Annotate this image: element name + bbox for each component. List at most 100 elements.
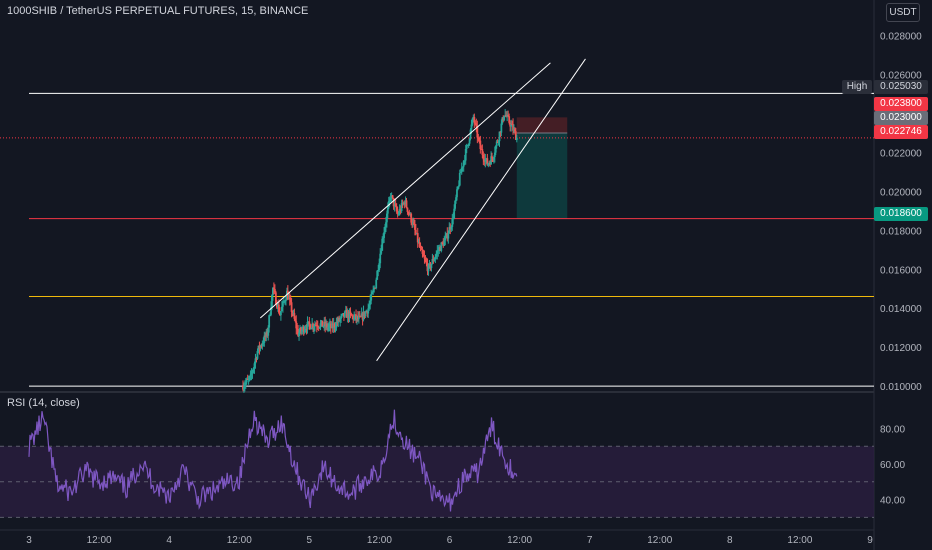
time-tick-label: 3 [26, 535, 32, 546]
candle-body [320, 320, 323, 324]
candle-body [249, 374, 252, 377]
candle-body [294, 318, 297, 322]
candle-body [292, 313, 295, 315]
candle-body [293, 313, 296, 319]
candle-body [343, 311, 346, 317]
candle-body [457, 185, 460, 187]
candle-body [259, 345, 262, 349]
candle-body [454, 200, 457, 209]
candle-body [499, 131, 502, 133]
candle-body [247, 378, 250, 380]
candle-body [300, 329, 303, 332]
candle-body [311, 323, 314, 329]
candle-body [426, 263, 429, 272]
candle-body [403, 202, 406, 205]
candle-body [291, 311, 294, 314]
candle-body [400, 203, 403, 212]
candle-body [267, 327, 270, 336]
candle-body [491, 156, 493, 159]
candle-body [362, 311, 365, 320]
candle-body [484, 159, 487, 162]
rsi-tick-label: 40.00 [880, 496, 905, 507]
candle-body [273, 288, 276, 293]
candle-body [374, 287, 377, 289]
candle-body [398, 209, 401, 214]
candle-body [474, 122, 477, 124]
candle-body [455, 197, 457, 201]
candle-body [256, 350, 259, 359]
candle-body [289, 299, 292, 303]
candle-body [406, 207, 409, 212]
candle-body [414, 224, 416, 230]
horizontal-lines[interactable] [0, 92, 874, 387]
candle-body [270, 307, 272, 315]
candle-body [365, 310, 368, 312]
candle-body [492, 158, 494, 160]
candle-body [388, 198, 391, 202]
candle-body [449, 227, 452, 230]
candle-body [329, 323, 332, 328]
candle-body [254, 358, 257, 364]
candle-body [466, 144, 469, 146]
candle-body [271, 287, 274, 296]
candle-body [417, 241, 420, 243]
candle-body [430, 264, 433, 269]
candle-body [448, 227, 451, 234]
candle-body [482, 154, 485, 160]
candle-body [282, 301, 284, 307]
candle-body [425, 261, 428, 264]
candle-body [416, 233, 419, 243]
candle-body [472, 116, 475, 119]
candle-body [422, 253, 425, 257]
candle-body [347, 312, 350, 319]
stop-loss-price-tag: 0.023800 [874, 97, 928, 111]
candle-body [387, 201, 390, 208]
candle-body [368, 304, 371, 309]
candle-body [300, 327, 302, 332]
candle-body [349, 311, 352, 314]
currency-button[interactable]: USDT [886, 3, 920, 22]
candle-body [271, 295, 273, 308]
candle-body [494, 146, 497, 153]
candle-body [369, 300, 372, 305]
candle-body [376, 270, 379, 280]
candle-body [508, 116, 511, 123]
candle-body [502, 117, 505, 121]
candle-body [307, 321, 310, 323]
candle-body [441, 242, 444, 244]
candle-body [402, 202, 405, 205]
candle-body [512, 124, 514, 131]
candle-body [367, 308, 370, 314]
trend-lines[interactable] [259, 58, 586, 362]
candle-body [452, 218, 455, 220]
price-tick-label: 0.014000 [880, 304, 922, 315]
candle-body [244, 382, 247, 386]
candle-body [276, 304, 279, 308]
candle-body [328, 323, 331, 326]
candle-body [351, 315, 354, 317]
candle-body [382, 237, 385, 239]
candle-body [495, 141, 498, 147]
candle-body [360, 313, 363, 317]
trend-line [259, 62, 551, 319]
candle-body [397, 213, 400, 215]
candle-body [252, 368, 255, 372]
candle-body [410, 213, 413, 223]
stop-loss-zone [516, 117, 568, 133]
candle-body [327, 326, 329, 328]
candle-body [345, 310, 348, 318]
candle-body [357, 316, 360, 320]
candle-body [471, 118, 474, 125]
candle-body [439, 247, 442, 251]
candle-body [428, 263, 431, 266]
candle-body [412, 222, 414, 225]
candle-body [507, 114, 510, 117]
candle-body [317, 326, 320, 328]
candle-body [281, 306, 283, 312]
candle-body [272, 287, 275, 289]
position-zones [516, 117, 568, 219]
candle-body [359, 316, 362, 318]
take-profit-zone [516, 132, 568, 219]
candle-body [378, 263, 381, 271]
